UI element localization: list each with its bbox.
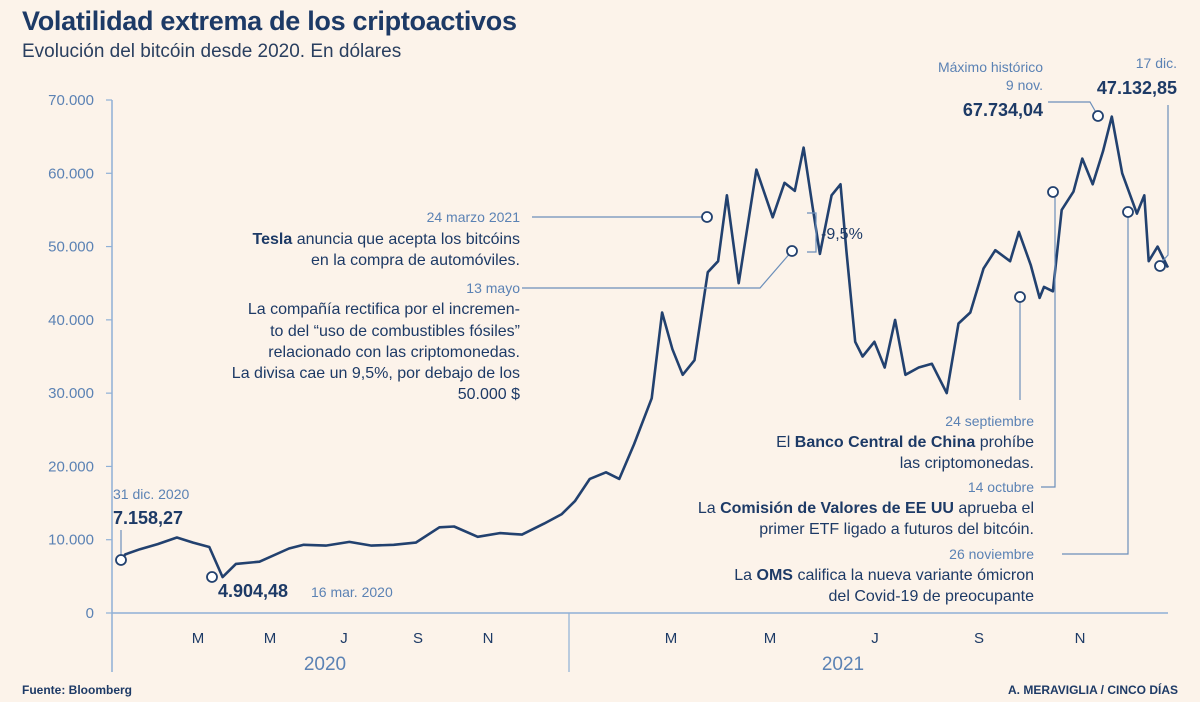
x-tick-label: J bbox=[340, 630, 348, 647]
credit-footer: A. MERAVIGLIA / CINCO DÍAS bbox=[1007, 683, 1178, 697]
change-label: -9,5% bbox=[821, 226, 863, 243]
x-tick-label: N bbox=[483, 630, 494, 647]
china-text1: prohíbe bbox=[980, 434, 1034, 451]
y-tick-label: 20.000 bbox=[48, 458, 94, 475]
bitcoin-price-line bbox=[119, 115, 1170, 579]
may13-line-3: relacionado con las criptomonedas. bbox=[268, 344, 520, 361]
start-value-label: 7.158,27 bbox=[113, 508, 183, 528]
may13-line-1: La compañía rectifica por el incremen- bbox=[248, 301, 520, 318]
low-value-label: 4.904,48 bbox=[218, 581, 288, 601]
year-label-2021: 2021 bbox=[822, 654, 864, 675]
low-date-label: 16 mar. 2020 bbox=[311, 584, 393, 600]
x-tick-label: M bbox=[192, 630, 205, 647]
event-marker bbox=[1154, 260, 1166, 272]
chart-title: Volatilidad extrema de los criptoactivos bbox=[22, 6, 517, 36]
may13-line-2: to del “uso de combustibles fósiles” bbox=[270, 323, 520, 340]
chart-subtitle: Evolución del bitcóin desde 2020. En dól… bbox=[22, 41, 402, 62]
may13-date: 13 mayo bbox=[466, 280, 520, 296]
ath-date-label: 9 nov. bbox=[1006, 77, 1043, 93]
y-tick-label: 30.000 bbox=[48, 385, 94, 402]
china-text-line2: las criptomonedas. bbox=[900, 455, 1034, 472]
oms-text-line1: La OMS califica la nueva variante ómicro… bbox=[734, 567, 1034, 584]
may13-line-4: La divisa cae un 9,5%, por debajo de los bbox=[232, 365, 520, 382]
china-pre: El bbox=[776, 434, 790, 451]
x-tick-label: M bbox=[764, 630, 777, 647]
may13-line-5: 50.000 $ bbox=[458, 386, 520, 403]
x-tick-label: S bbox=[974, 630, 984, 647]
start-date-label: 31 dic. 2020 bbox=[113, 486, 189, 502]
sec-bold: Comisión de Valores de EE UU bbox=[720, 500, 954, 517]
y-tick-label: 40.000 bbox=[48, 312, 94, 329]
tesla-text-line2: en la compra de automóviles. bbox=[311, 252, 520, 269]
y-tick-label: 70.000 bbox=[48, 92, 94, 109]
oms-pre: La bbox=[734, 567, 752, 584]
event-marker bbox=[1122, 206, 1134, 218]
x-tick-label: M bbox=[665, 630, 678, 647]
tesla-text1: anuncia que acepta los bitcóins bbox=[297, 231, 520, 248]
end-value-label: 47.132,85 bbox=[1097, 78, 1177, 98]
china-bold: Banco Central de China bbox=[795, 434, 976, 451]
tesla-bold: Tesla bbox=[253, 231, 293, 248]
y-tick-label: 60.000 bbox=[48, 165, 94, 182]
x-tick-label: M bbox=[264, 630, 277, 647]
leader-sec bbox=[1041, 192, 1056, 488]
end-date-label: 17 dic. bbox=[1136, 55, 1177, 71]
x-tick-label: N bbox=[1075, 630, 1086, 647]
oms-date: 26 noviembre bbox=[949, 546, 1034, 562]
event-marker bbox=[701, 211, 713, 223]
leader-may13 bbox=[522, 250, 793, 289]
tesla-text-line1: Tesla anuncia que acepta los bitcóins bbox=[253, 231, 520, 248]
leader-oms bbox=[1062, 212, 1129, 555]
source-footer: Fuente: Bloomberg bbox=[22, 683, 132, 697]
event-marker bbox=[1047, 186, 1059, 198]
year-label-2020: 2020 bbox=[304, 654, 346, 675]
oms-bold: OMS bbox=[757, 567, 794, 584]
y-axis-ticks: 0 10.000 20.000 30.000 40.000 50.000 60.000 70.… bbox=[48, 92, 112, 622]
event-marker bbox=[115, 554, 127, 566]
event-marker bbox=[1014, 291, 1026, 303]
leader-dec17 bbox=[1159, 105, 1169, 265]
y-tick-label: 10.000 bbox=[48, 532, 94, 549]
event-marker bbox=[1092, 110, 1104, 122]
x-tick-label: J bbox=[871, 630, 879, 647]
oms-text1: califica la nueva variante ómicron bbox=[797, 567, 1034, 584]
sec-text1: aprueba el bbox=[958, 500, 1034, 517]
x-tick-label: S bbox=[413, 630, 423, 647]
sec-text-line1: La Comisión de Valores de EE UU aprueba … bbox=[698, 500, 1034, 517]
ath-value-label: 67.734,04 bbox=[963, 100, 1043, 120]
china-date: 24 septiembre bbox=[945, 413, 1034, 429]
oms-text-line2: del Covid-19 de preocupante bbox=[829, 588, 1035, 605]
y-tick-label: 50.000 bbox=[48, 239, 94, 256]
event-marker bbox=[206, 571, 218, 583]
sec-text-line2: primer ETF ligado a futuros del bitcóin. bbox=[759, 521, 1034, 538]
leader-ath bbox=[1048, 101, 1099, 117]
event-markers bbox=[115, 110, 1166, 583]
ath-caption-label: Máximo histórico bbox=[938, 59, 1043, 75]
y-tick-label: 0 bbox=[86, 605, 94, 622]
sec-pre: La bbox=[698, 500, 716, 517]
tesla-date: 24 marzo 2021 bbox=[427, 209, 521, 225]
event-marker bbox=[786, 245, 798, 257]
china-text-line1: El Banco Central de China prohíbe bbox=[776, 434, 1034, 451]
leader-change-bracket bbox=[807, 212, 817, 253]
sec-date: 14 octubre bbox=[968, 479, 1034, 495]
